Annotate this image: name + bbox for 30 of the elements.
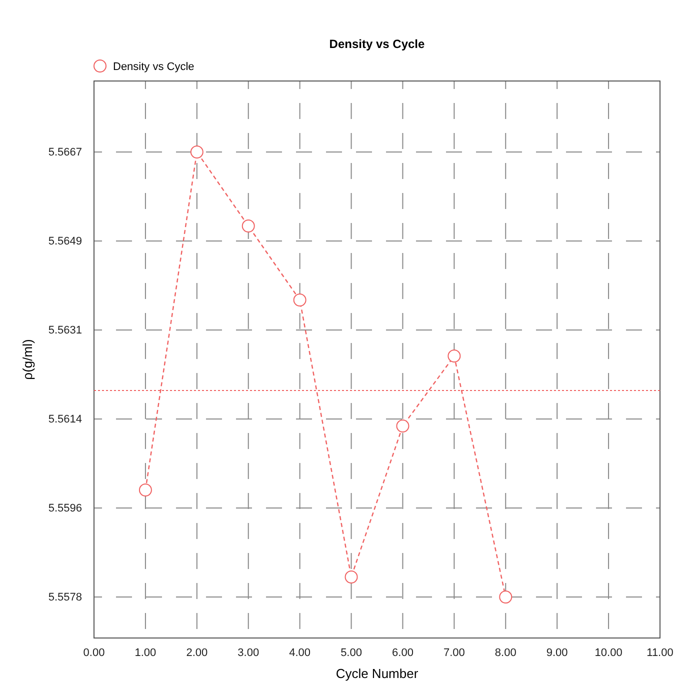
y-tick-label: 5.5578 [48,592,82,604]
point [138,484,152,496]
x-tick-label: 6.00 [392,646,414,659]
x-tick-label: 7.00 [443,646,465,659]
y-tick-label: 5.5667 [48,146,82,159]
x-axis-title: Cycle Number [336,666,419,681]
point [499,590,512,604]
chart-title: Density vs Cycle [329,37,426,51]
x-tick-label: 1.00 [134,646,156,659]
x-tick-label: 0.00 [83,646,105,659]
x-tick-label: 2.00 [186,646,208,659]
point [190,146,204,158]
y-tick-label: 5.5649 [48,236,82,248]
x-tick-label: 9.00 [546,646,568,659]
y-tick-label: 5.5631 [48,324,82,337]
point [242,220,255,232]
point [396,420,410,432]
x-tick-label: 4.00 [289,646,311,659]
point [448,350,461,362]
legend-label: Density vs Cycle [113,61,194,73]
y-axis-title: ρ(g/ml) [20,339,35,380]
point [293,294,306,306]
x-tick-label: 5.00 [340,646,362,659]
x-tick-label: 10.00 [594,646,622,659]
y-tick-label: 5.5596 [48,502,82,515]
y-tick-label: 5.5614 [48,414,82,426]
x-tick-label: 8.00 [494,646,516,659]
x-tick-label: 11.00 [646,646,674,659]
point [344,570,358,584]
x-tick-label: 3.00 [238,646,260,659]
